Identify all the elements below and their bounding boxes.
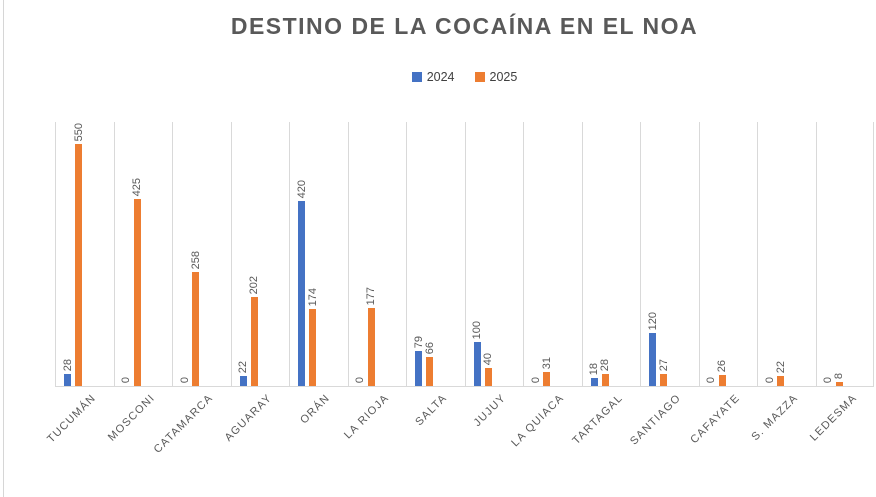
bar-2025 [601,374,609,386]
data-label-2025: 8 [833,372,845,379]
data-label-2025: 550 [72,122,85,141]
bar-2024 [239,376,247,386]
data-label-2025: 202 [248,275,260,294]
bar-2025 [192,272,199,386]
category-cell: 120 27 [640,122,699,386]
bar-2025 [75,144,82,386]
legend-label-2024: 2024 [426,70,455,84]
category-cell: 22 202 [230,122,290,386]
data-label-2024: 0 [529,376,542,383]
bar-2025 [309,309,316,386]
bar-2025 [777,376,784,386]
data-label-2025: 26 [716,359,728,372]
legend-swatch-2025 [474,72,485,82]
bar-2025 [835,382,843,386]
chart-title: DESTINO DE LA COCAÍNA EN EL NOA [230,13,699,39]
data-label-2024: 22 [237,360,249,373]
category-cell: 0 22 [757,122,816,386]
bar-2024 [298,201,305,386]
data-label-2025: 27 [657,358,670,371]
data-label-2025: 66 [423,341,436,354]
bar-2025 [718,375,726,386]
bar-2024 [415,351,422,386]
data-label-2025: 22 [774,360,787,373]
window-left-border [3,0,4,497]
legend-item-2024: 2024 [411,70,455,84]
data-label-2024: 28 [61,358,74,371]
bar-2024 [649,333,656,386]
data-label-2024: 100 [471,320,483,339]
data-label-2025: 425 [131,177,143,196]
data-label-2024: 0 [354,376,366,383]
category-cell: 0 26 [698,122,758,386]
bar-2025 [250,297,258,386]
data-label-2025: 28 [599,358,611,371]
data-label-2025: 258 [189,250,202,269]
bar-2025 [367,308,375,386]
bar-2025 [426,357,433,386]
category-cell: 28 550 [55,122,114,386]
bar-2025 [133,199,141,386]
legend-swatch-2024 [411,72,422,82]
bar-2025 [660,374,667,386]
data-label-2025: 177 [365,286,377,305]
data-label-2025: 174 [306,287,319,306]
plot-area: 28 550 TUCUMÁN 0 425 MOSCONI 0 258 CATAMARCA 22 20… [45,122,874,456]
category-cell: 0 425 [113,122,173,386]
bar-2024 [473,342,481,386]
data-label-2024: 0 [120,376,132,383]
data-label-2024: 0 [763,376,776,383]
data-label-2024: 0 [705,376,717,383]
category-cell: 79 66 [406,122,465,386]
bar-2024 [590,378,598,386]
category-cell: 18 28 [581,122,641,386]
data-label-2025: 31 [540,356,553,369]
data-label-2024: 120 [646,311,659,330]
category-cell: 100 40 [464,122,524,386]
legend-item-2025: 2025 [474,70,518,84]
bar-2024 [64,374,71,386]
data-label-2024: 0 [178,376,191,383]
legend-label-2025: 2025 [489,70,518,84]
category-cell: 0 177 [347,122,407,386]
chart-legend: 2024 2025 [55,70,874,84]
category-cell: 0 258 [172,122,231,386]
data-label-2025: 40 [482,352,494,365]
bar-2025 [484,368,492,386]
bar-2025 [543,372,550,386]
category-cell: 420 174 [289,122,348,386]
category-cell: 0 31 [523,122,582,386]
data-label-2024: 420 [295,179,308,198]
